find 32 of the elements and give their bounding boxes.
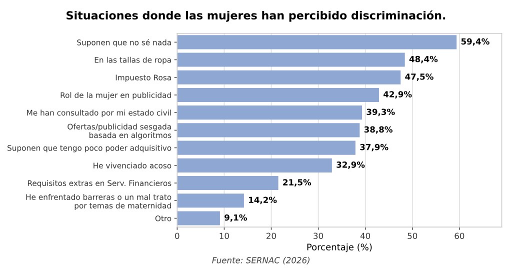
bar — [177, 176, 278, 190]
data-label: 59,4% — [461, 38, 490, 46]
data-label: 42,9% — [384, 91, 412, 98]
x-tick-label: 60 — [454, 232, 464, 240]
data-label: 37,9% — [360, 144, 388, 152]
data-label: 38,8% — [364, 126, 392, 134]
bar — [177, 88, 379, 102]
bar — [177, 158, 332, 172]
data-label: 21,5% — [283, 179, 312, 186]
bar — [177, 35, 457, 50]
data-label: 14,2% — [249, 196, 277, 204]
bar — [177, 123, 360, 138]
bar — [177, 106, 362, 120]
source-note: Fuente: SERNAC (2026) — [212, 256, 310, 264]
x-tick-label: 20 — [266, 232, 276, 240]
x-tick-label: 50 — [408, 232, 418, 240]
bar — [177, 194, 244, 208]
chart-title: Situaciones donde las mujeres han percibido discriminación. — [66, 10, 446, 22]
bar — [177, 52, 405, 67]
x-tick-label: 30 — [314, 232, 324, 240]
x-tick-label: 0 — [175, 232, 180, 240]
data-label: 32,9% — [336, 162, 365, 169]
x-tick-label: 10 — [220, 232, 229, 240]
bar — [177, 140, 356, 155]
data-label: 47,5% — [405, 73, 434, 81]
data-label: 48,4% — [409, 56, 438, 64]
bar — [177, 70, 401, 84]
data-label: 39,3% — [366, 108, 395, 116]
x-tick-label: 40 — [360, 232, 370, 240]
bar — [177, 211, 220, 226]
data-label: 9,1% — [224, 214, 247, 222]
x-axis-title: Porcentaje (%) — [307, 243, 372, 252]
